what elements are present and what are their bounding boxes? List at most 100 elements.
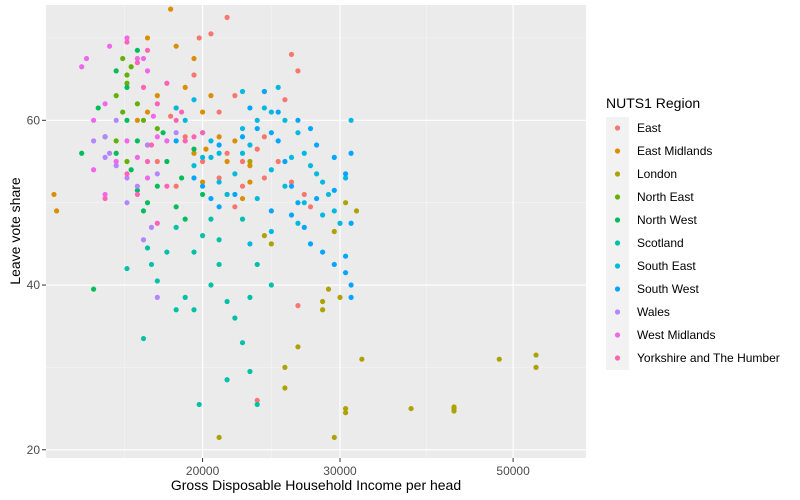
data-point <box>140 84 147 90</box>
y-tick-label: 20 <box>27 443 41 457</box>
data-point <box>261 134 267 140</box>
series-south-east <box>173 84 354 247</box>
data-point <box>247 163 253 169</box>
data-point <box>208 31 214 37</box>
data-point <box>191 97 197 103</box>
data-point <box>191 150 197 156</box>
data-point <box>348 220 354 226</box>
y-axis-ticks: 20 40 60 <box>27 113 46 457</box>
series-scotland <box>124 216 274 408</box>
data-point <box>275 158 281 165</box>
data-point <box>154 278 160 284</box>
data-point <box>314 142 320 148</box>
data-point <box>268 130 274 136</box>
data-point <box>134 138 140 144</box>
data-point <box>102 195 108 202</box>
data-point <box>295 344 301 350</box>
data-point <box>124 35 130 41</box>
data-point <box>216 109 222 115</box>
data-point <box>144 200 151 206</box>
data-point <box>124 80 130 86</box>
data-point <box>140 117 147 123</box>
data-point <box>191 55 197 62</box>
legend-label: Wales <box>637 305 670 319</box>
data-point <box>232 93 238 99</box>
data-point <box>331 228 337 235</box>
data-point <box>134 183 140 189</box>
data-point <box>325 191 332 198</box>
data-point <box>268 241 274 247</box>
data-point <box>295 68 301 74</box>
legend-key-marker <box>614 217 621 223</box>
data-point <box>196 401 202 408</box>
data-point <box>342 253 349 259</box>
data-point <box>288 179 295 185</box>
data-point <box>232 191 238 198</box>
data-point <box>83 55 90 62</box>
data-point <box>154 93 160 99</box>
data-point <box>254 125 260 132</box>
data-point <box>113 93 119 99</box>
data-point <box>95 105 101 111</box>
data-point <box>282 158 288 165</box>
data-point <box>239 195 246 202</box>
data-point <box>216 434 222 441</box>
data-point <box>144 158 151 165</box>
legend-key-marker <box>614 240 621 246</box>
data-point <box>208 154 214 160</box>
legend-key-marker <box>614 332 621 338</box>
data-point <box>320 307 326 313</box>
data-point <box>216 261 222 268</box>
data-point <box>342 175 349 181</box>
data-point <box>331 208 337 214</box>
data-point <box>134 117 140 123</box>
data-point <box>134 191 140 198</box>
data-point <box>239 150 246 156</box>
major-gridlines <box>46 5 586 458</box>
data-point <box>182 294 188 300</box>
data-point <box>154 171 160 177</box>
data-point <box>168 113 174 119</box>
data-point <box>124 117 130 123</box>
data-point <box>164 158 170 165</box>
data-point <box>275 109 281 115</box>
legend-label: West Midlands <box>637 328 715 342</box>
data-point <box>113 68 119 74</box>
data-point <box>254 195 260 202</box>
data-point <box>164 80 170 86</box>
series-yorkshire-and-the-humber <box>102 39 206 226</box>
data-point <box>239 134 246 140</box>
data-point <box>239 125 246 132</box>
data-point <box>275 138 281 144</box>
data-point <box>301 200 307 206</box>
x-tick-label: 20000 <box>186 464 220 478</box>
data-point <box>348 117 354 123</box>
data-point <box>216 150 222 156</box>
data-point <box>154 101 160 107</box>
legend-key-marker <box>614 125 621 131</box>
data-point <box>325 286 332 292</box>
data-point <box>247 294 253 300</box>
legend-label: North East <box>637 190 694 204</box>
data-point <box>79 150 85 156</box>
data-point <box>254 117 260 123</box>
data-point <box>199 109 206 115</box>
data-point <box>173 105 179 111</box>
data-point <box>173 204 179 210</box>
data-point <box>275 84 281 90</box>
data-point <box>282 183 288 189</box>
data-point <box>90 117 97 123</box>
data-point <box>199 158 206 165</box>
data-point <box>203 146 209 152</box>
data-point <box>124 138 130 144</box>
data-point <box>320 249 326 255</box>
data-point <box>90 167 97 173</box>
data-point <box>239 183 246 189</box>
data-point <box>282 385 288 391</box>
x-axis-ticks: 20000 30000 50000 <box>186 458 530 478</box>
data-point <box>239 158 246 165</box>
data-point <box>208 216 214 222</box>
data-point <box>268 109 274 115</box>
data-point <box>144 109 151 115</box>
x-axis-title: Gross Disposable Household Income per he… <box>171 477 461 493</box>
